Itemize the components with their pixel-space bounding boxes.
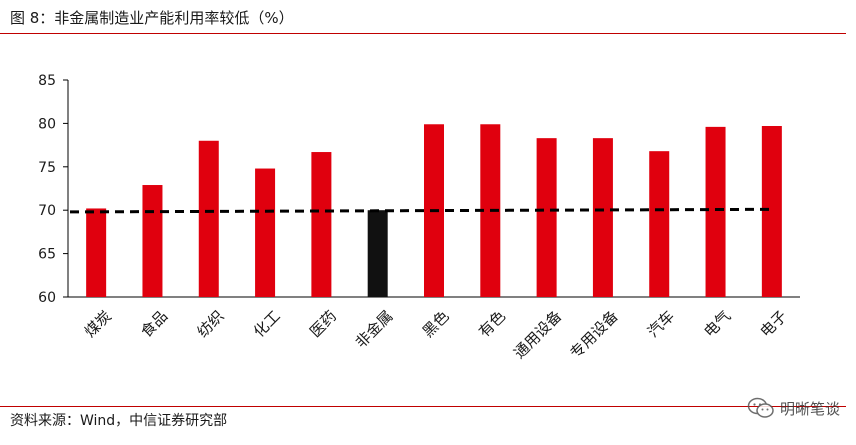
bar <box>536 138 557 297</box>
bar <box>198 140 219 297</box>
category-label: 化工 <box>250 307 284 341</box>
bars <box>86 124 782 297</box>
bar <box>705 126 726 297</box>
bar <box>761 126 782 297</box>
category-label: 有色 <box>475 307 509 341</box>
bar <box>311 152 332 297</box>
bar <box>649 151 670 297</box>
category-label: 医药 <box>306 307 340 341</box>
y-tick-label: 65 <box>38 247 56 263</box>
y-tick-label: 60 <box>38 290 56 306</box>
category-label: 煤炭 <box>81 307 115 341</box>
y-tick-label: 70 <box>38 203 56 219</box>
category-labels: 煤炭 食品 纺织 化工 医药 非金属 黑色 有色 通用设备 专用设备 汽车 电气 电子 <box>81 307 791 362</box>
reference-line <box>69 207 772 214</box>
title-divider <box>0 33 846 34</box>
bar-chart: 60 65 70 75 80 85 煤炭 食品 纺织 化工 医药 非金属 黑色 有色 通用设备 专用设备 汽车… <box>38 73 800 362</box>
bar <box>86 208 107 297</box>
category-label: 食品 <box>137 307 171 341</box>
footer-divider <box>0 406 846 407</box>
category-label: 黑色 <box>419 307 453 341</box>
category-label: 通用设备 <box>510 307 565 362</box>
category-label: 非金属 <box>352 307 397 352</box>
category-label: 电子 <box>757 307 791 341</box>
bar-highlight <box>367 210 388 297</box>
bar <box>255 168 276 297</box>
bar <box>592 138 613 297</box>
wechat-icon <box>747 397 774 418</box>
reference-dashed-line <box>69 207 772 214</box>
bar <box>142 185 163 297</box>
watermark-text: 明晰笔谈 <box>779 399 840 418</box>
y-axis: 60 65 70 75 80 85 <box>38 73 69 306</box>
category-label: 纺织 <box>194 307 228 341</box>
category-label: 汽车 <box>644 307 678 341</box>
watermark: 明晰笔谈 <box>747 397 840 419</box>
category-label: 电气 <box>700 307 734 341</box>
category-label: 专用设备 <box>567 307 622 362</box>
y-tick-label: 75 <box>38 160 56 176</box>
source-note: 资料来源：Wind，中信证券研究部 <box>10 413 228 429</box>
y-tick-label: 85 <box>38 73 56 89</box>
y-tick-label: 80 <box>38 116 56 132</box>
figure-title: 图 8：非金属制造业产能利用率较低（%） <box>10 9 294 27</box>
